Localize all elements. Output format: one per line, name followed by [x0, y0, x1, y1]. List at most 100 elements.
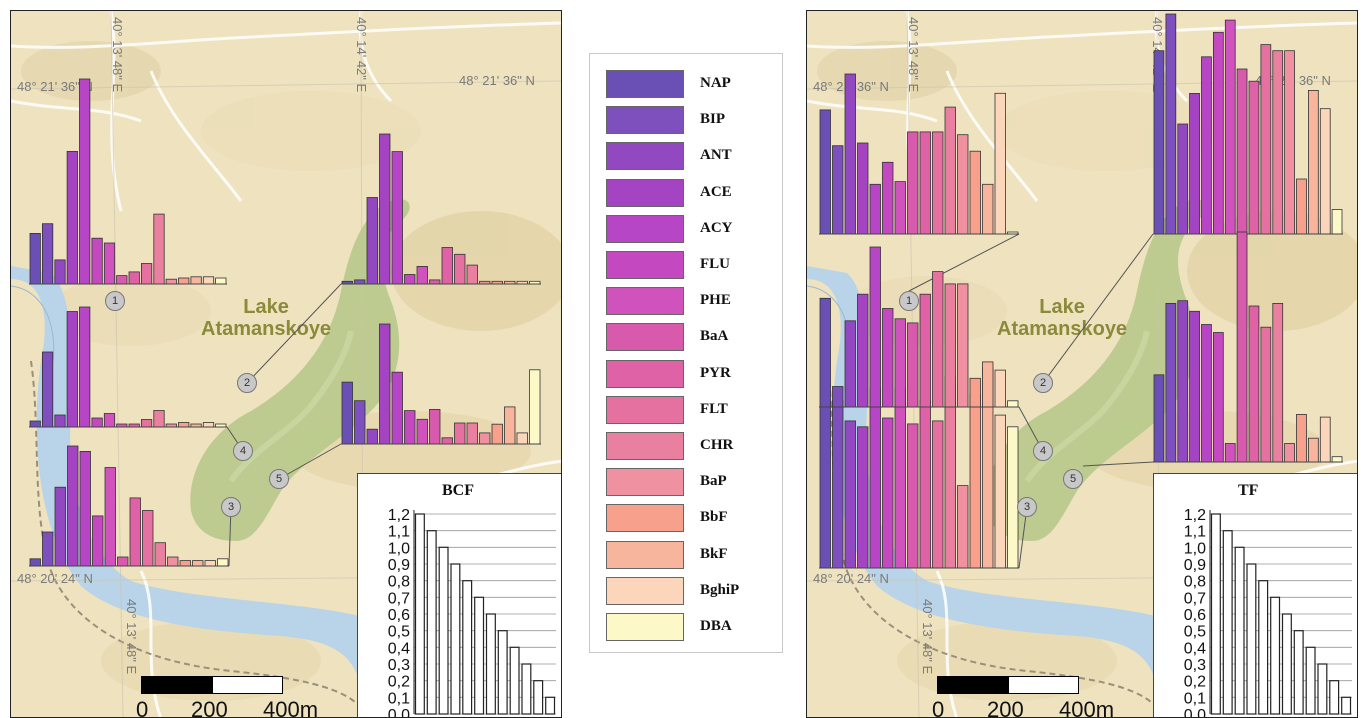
lake-label-line1: Lake — [243, 296, 289, 318]
inset-y-tick-label: 0,0 — [388, 707, 410, 718]
coord-lon-west-top: 40° 13' 48" E — [906, 17, 921, 93]
bcf-map-panel: 48° 21' 36" N 48° 21' 36" N 48° 20' 24" … — [10, 10, 562, 718]
legend-label: CHR — [700, 437, 734, 453]
legend-label: PHE — [700, 292, 731, 309]
inset-y-tick-label: 1,1 — [1184, 524, 1206, 541]
site-marker-2: 2 — [1033, 373, 1053, 393]
inset-y-tick-label: 1,2 — [388, 507, 410, 524]
inset-scale-bar — [509, 646, 520, 715]
site-number: 2 — [1039, 377, 1047, 389]
legend-swatch — [606, 142, 684, 171]
inset-y-tick-label: 1,0 — [388, 540, 410, 557]
coord-lat-south: 48° 20' 24" N — [17, 571, 93, 586]
site-marker-1: 1 — [899, 291, 919, 311]
scale-bar — [141, 676, 283, 694]
site-number: 4 — [239, 445, 247, 457]
inset-scale-bar — [1281, 613, 1292, 715]
legend-swatch — [606, 468, 684, 497]
inset-y-tick-label: 1,2 — [1184, 507, 1206, 524]
site-marker-2: 2 — [237, 373, 257, 393]
legend-label: BaA — [700, 328, 729, 345]
legend-swatch — [606, 70, 684, 98]
inset-y-tick-label: 0,4 — [1184, 640, 1206, 657]
inset-scale-bar — [1329, 680, 1340, 715]
scale-bar-black — [937, 676, 1008, 694]
inset-scale-bar — [545, 696, 556, 715]
legend-label: ACY — [700, 219, 733, 236]
inset-scale-chart: 1,21,11,00,90,80,70,60,50,40,30,20,10,0 — [388, 507, 556, 718]
legend-label: BbF — [700, 509, 728, 526]
inset-scale-bar — [450, 563, 461, 715]
legend-swatch — [606, 395, 684, 424]
inset-scale-bar — [474, 596, 485, 715]
compound-legend: NAP BIP ANT ACE ACY FLU PHE BaA PYR FLT CHR BaP BbF B… — [589, 53, 783, 653]
coord-lon-west-bottom: 40° 13' 48" E — [124, 599, 139, 675]
scale-bar-white — [1008, 676, 1079, 694]
coord-lat-north-right: 48° 21' 36" N — [459, 73, 535, 88]
value-scale-inset: TF 1,2 1,1 1,0 0,9 0,8 0,7 0,6 0,5 0,4 0,3 0,2 0,1 0… — [1153, 473, 1357, 717]
scale-label-400m: 400m — [263, 697, 319, 718]
inset-y-tick-label: 0,2 — [388, 674, 410, 691]
inset-scale-bar — [485, 613, 496, 715]
scale-label-200: 200 — [987, 697, 1024, 718]
inset-y-tick-label: 0,7 — [388, 590, 410, 607]
legend-swatch — [606, 323, 684, 352]
inset-y-tick-label: 0,6 — [1184, 607, 1206, 624]
site-marker-3: 3 — [1017, 497, 1037, 517]
admin-boundary — [30, 360, 364, 712]
legend-swatch — [606, 504, 684, 533]
site-marker-5: 5 — [269, 469, 289, 489]
lake-label-line2: Atamanskoye — [201, 318, 332, 340]
lake-label: Lake Atamanskoye — [997, 296, 1127, 340]
inset-y-tick-label: 1,0 — [1184, 540, 1206, 557]
inset-y-tick-label: 0,1 — [388, 690, 410, 707]
coord-lat-north-left: 48° 21' 36" N — [813, 79, 889, 94]
site-marker-3: 3 — [221, 497, 241, 517]
scale-label-400m: 400m — [1059, 697, 1115, 718]
inset-y-tick-label: 0,8 — [1184, 574, 1206, 591]
inset-y-tick-label: 0,9 — [1184, 557, 1206, 574]
legend-swatch — [606, 576, 684, 605]
inset-scale-bar — [1222, 530, 1233, 715]
legend-label: BghiP — [700, 581, 740, 598]
site-marker-4: 4 — [1033, 441, 1053, 461]
scale-label-0: 0 — [932, 697, 945, 718]
inset-y-tick-label: 0,3 — [388, 657, 410, 674]
legend-swatch — [606, 251, 684, 279]
scale-label-200: 200 — [191, 697, 228, 718]
legend-swatch — [606, 178, 684, 207]
inset-scale-bar — [1341, 696, 1352, 715]
legend-swatch — [606, 287, 684, 316]
legend-swatch — [606, 359, 684, 388]
inset-y-tick-label: 1,1 — [388, 524, 410, 541]
site-marker-5: 5 — [1063, 469, 1083, 489]
site-marker-1: 1 — [105, 291, 125, 311]
lake-label: Lake Atamanskoye — [201, 296, 331, 340]
inset-scale-bar — [1293, 630, 1304, 715]
admin-boundary — [826, 360, 1160, 712]
site-number: 5 — [275, 473, 283, 485]
coord-lat-south: 48° 20' 24" N — [813, 571, 889, 586]
legend-label: FLT — [700, 400, 728, 417]
site-number: 5 — [1069, 473, 1077, 485]
scale-bar-black — [141, 676, 212, 694]
site-number: 1 — [905, 295, 913, 307]
inset-scale-bar — [414, 513, 425, 715]
tf-map-panel: 48° 21' 36" N 48° 21' 36" N 48° 20' 24" … — [806, 10, 1358, 718]
inset-title: BCF — [442, 482, 474, 499]
site-number: 1 — [111, 295, 119, 307]
inset-y-tick-label: 0,6 — [388, 607, 410, 624]
inset-scale-bar — [497, 630, 508, 715]
site-marker-4: 4 — [233, 441, 253, 461]
inset-y-tick-label: 0,3 — [1184, 657, 1206, 674]
legend-label: NAP — [700, 75, 731, 91]
inset-scale-bar — [1210, 513, 1221, 715]
inset-scale-bar — [1258, 580, 1269, 715]
legend-label: ACE — [700, 183, 732, 200]
inset-scale-bar — [1234, 546, 1245, 715]
inset-scale-bar — [1317, 663, 1328, 715]
inset-scale-bar — [1246, 563, 1257, 715]
inset-y-tick-label: 0,1 — [1184, 690, 1206, 707]
inset-y-tick-label: 0,8 — [388, 574, 410, 591]
inset-scale-bar — [438, 546, 449, 715]
